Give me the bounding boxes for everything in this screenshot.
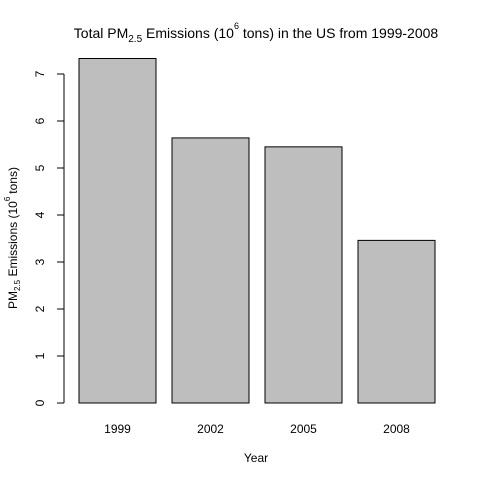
y-tick-label: 1: [33, 352, 47, 359]
bar-1999: [78, 57, 157, 404]
y-tick-label: 4: [33, 211, 47, 218]
x-tick-label: 1999: [104, 422, 131, 436]
y-tick-label: 0: [33, 399, 47, 406]
y-axis-label: PM2.5 Emissions (106tons): [3, 167, 22, 309]
y-tick-label: 6: [33, 117, 47, 124]
y-tick-label: 5: [33, 164, 47, 171]
y-axis-ticks: 0 1 2 3 4 5 6 7: [33, 70, 64, 406]
bars-group: [78, 57, 436, 404]
x-axis-tick-labels: 1999 2002 2005 2008: [104, 422, 410, 436]
bar-2008: [357, 239, 436, 404]
x-tick-label: 2002: [197, 422, 224, 436]
x-tick-label: 2008: [383, 422, 410, 436]
chart-title: Total PM2.5 Emissions (106 tons) in the …: [74, 21, 439, 45]
y-tick-label: 2: [33, 305, 47, 312]
y-tick-label: 7: [33, 70, 47, 77]
bar-2005: [264, 146, 343, 404]
y-tick-label: 3: [33, 258, 47, 265]
bar-2002: [171, 137, 250, 404]
x-tick-label: 2005: [290, 422, 317, 436]
x-axis-label: Year: [244, 451, 268, 465]
